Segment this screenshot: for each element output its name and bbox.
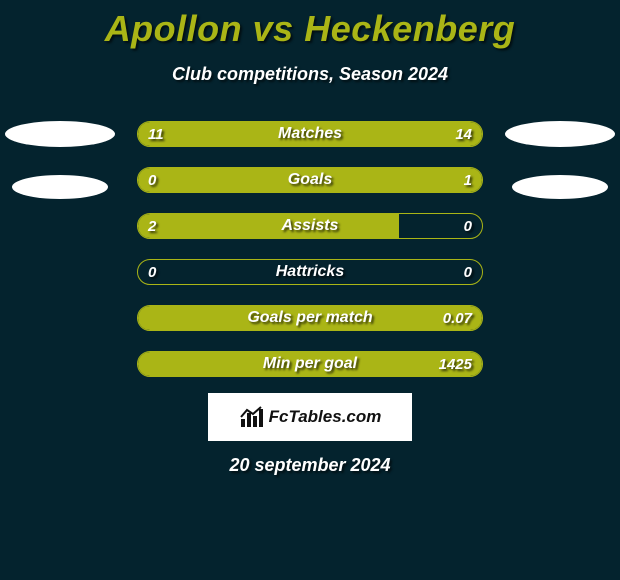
stat-label: Hattricks	[138, 260, 482, 284]
stat-value-left: 0	[148, 260, 156, 284]
date-text: 20 september 2024	[0, 455, 620, 476]
ellipse-icon	[505, 121, 615, 147]
stat-value-right: 0	[464, 214, 472, 238]
stat-bar: Goals per match0.07	[137, 305, 483, 331]
left-team-icons	[0, 121, 120, 199]
brand-badge: FcTables.com	[208, 393, 412, 441]
bar-fill-left	[138, 214, 399, 238]
bar-fill-left	[138, 168, 200, 192]
ellipse-icon	[12, 175, 108, 199]
page-title: Apollon vs Heckenberg	[0, 0, 620, 50]
page-subtitle: Club competitions, Season 2024	[0, 64, 620, 85]
bar-fill-right	[200, 168, 482, 192]
stat-bar: Assists20	[137, 213, 483, 239]
bar-fill-left	[138, 352, 482, 376]
ellipse-icon	[5, 121, 115, 147]
bar-fill-right	[289, 122, 482, 146]
brand-logo-icon	[239, 405, 265, 429]
stat-value-right: 0	[464, 260, 472, 284]
stat-bars: Matches1114Goals01Assists20Hattricks00Go…	[137, 121, 483, 377]
right-team-icons	[500, 121, 620, 199]
comparison-stage: Matches1114Goals01Assists20Hattricks00Go…	[0, 121, 620, 377]
stat-bar: Matches1114	[137, 121, 483, 147]
bar-fill-left	[138, 122, 289, 146]
bar-fill-left	[138, 306, 482, 330]
stat-bar: Hattricks0 0	[137, 259, 483, 285]
stat-bar: Goals01	[137, 167, 483, 193]
brand-text: FcTables.com	[269, 407, 382, 427]
ellipse-icon	[512, 175, 608, 199]
stat-bar: Min per goal1425	[137, 351, 483, 377]
